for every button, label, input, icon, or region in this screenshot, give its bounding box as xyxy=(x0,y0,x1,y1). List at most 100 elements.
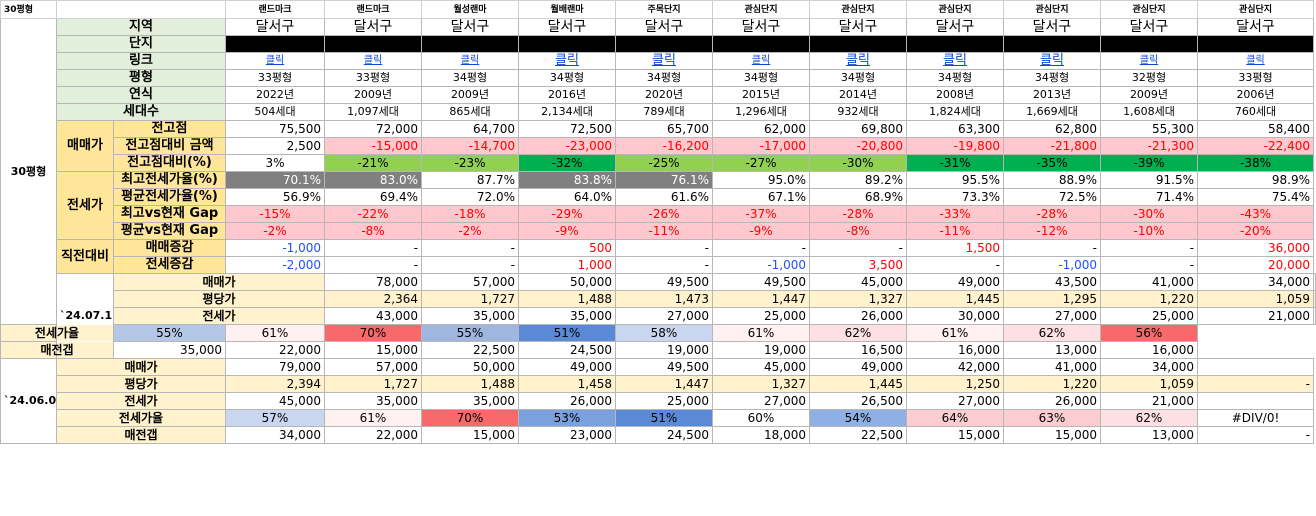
jeonse-chg-cell: -1,000 xyxy=(1003,256,1101,274)
peak-diff-amt-cell: -21,300 xyxy=(1100,137,1198,155)
row-label-link: 링크 xyxy=(56,52,226,70)
jeonse-chg-cell: - xyxy=(906,256,1004,274)
period-trade-cell: 49,000 xyxy=(518,358,616,376)
column-header: 관심단지 xyxy=(1100,0,1198,19)
size-cell: 34평형 xyxy=(518,69,616,87)
link-click[interactable]: 클릭 xyxy=(906,52,1004,70)
trade-chg-cell: - xyxy=(324,239,422,257)
peak-diff-amt-cell: -20,800 xyxy=(809,137,907,155)
period-gap-cell: 15,000 xyxy=(1003,426,1101,444)
complex-cell-redacted xyxy=(1197,35,1314,53)
max-gap-cell: -15% xyxy=(225,205,325,223)
peak-cell: 63,300 xyxy=(906,120,1004,138)
row-label-period-jeonse: 전세가 xyxy=(56,392,226,410)
period-jeonse-cell: 35,000 xyxy=(421,307,519,325)
avg-gap-cell: -10% xyxy=(1100,222,1198,240)
units-cell: 932세대 xyxy=(809,103,907,121)
year-cell: 2009년 xyxy=(421,86,519,104)
year-cell: 2022년 xyxy=(225,86,325,104)
period-trade-cell: 42,000 xyxy=(906,358,1004,376)
row-label-peak: 전고점 xyxy=(113,120,226,138)
peak-diff-pct-cell: -27% xyxy=(712,154,810,172)
period-pyeong-cell: 1,220 xyxy=(1100,290,1198,308)
period-pyeong-cell: 1,488 xyxy=(421,375,519,393)
period-pyeong-cell: 1,327 xyxy=(809,290,907,308)
trade-chg-cell: 36,000 xyxy=(1197,239,1314,257)
period-gap-cell: 15,000 xyxy=(421,426,519,444)
complex-cell-redacted xyxy=(906,35,1004,53)
max-gap-cell: -37% xyxy=(712,205,810,223)
trade-chg-cell: - xyxy=(1003,239,1101,257)
year-cell: 2013년 xyxy=(1003,86,1101,104)
region-cell: 달서구 xyxy=(712,18,810,36)
column-header: 랜드마크 xyxy=(225,0,325,19)
period-gap-cell: 16,500 xyxy=(809,341,907,359)
period-jeonse-cell: 30,000 xyxy=(906,307,1004,325)
peak-cell: 69,800 xyxy=(809,120,907,138)
link-click[interactable]: 클릭 xyxy=(1197,52,1314,70)
column-header: 월배랜마 xyxy=(518,0,616,19)
units-cell: 1,608세대 xyxy=(1100,103,1198,121)
period-pyeong-cell: 1,059 xyxy=(1100,375,1198,393)
region-cell: 달서구 xyxy=(1197,18,1314,36)
period-rate-cell: 53% xyxy=(518,409,616,427)
corner-label: 30평형 xyxy=(0,0,57,19)
period-trade-cell: 78,000 xyxy=(324,273,422,291)
row-label-peak-diff-amt: 전고점대비 금액 xyxy=(113,137,226,155)
period-rate-cell: 63% xyxy=(1003,409,1101,427)
link-click[interactable]: 클릭 xyxy=(809,52,907,70)
avg-gap-cell: -8% xyxy=(324,222,422,240)
peak-diff-amt-cell: -23,000 xyxy=(518,137,616,155)
period-jeonse-cell: 27,000 xyxy=(712,392,810,410)
period-jeonse-cell xyxy=(1197,392,1314,410)
period-trade-cell: 57,000 xyxy=(324,358,422,376)
link-click[interactable]: 클릭 xyxy=(421,52,519,70)
period-trade-cell: 49,500 xyxy=(615,358,713,376)
link-click[interactable]: 클릭 xyxy=(1100,52,1198,70)
period-jeonse-cell: 25,000 xyxy=(712,307,810,325)
peak-cell: 62,800 xyxy=(1003,120,1101,138)
link-click[interactable]: 클릭 xyxy=(712,52,810,70)
period-jeonse-cell: 35,000 xyxy=(518,307,616,325)
period-gap-cell: 24,500 xyxy=(518,341,616,359)
link-click[interactable]: 클릭 xyxy=(518,52,616,70)
units-cell: 1,669세대 xyxy=(1003,103,1101,121)
row-label-period-pyeong: 평당가 xyxy=(56,375,226,393)
avg-rate-cell: 73.3% xyxy=(906,188,1004,206)
jeonse-chg-cell: - xyxy=(421,256,519,274)
period-pyeong-cell: 1,445 xyxy=(809,375,907,393)
row-label-peak-diff-pct: 전고점대비(%) xyxy=(113,154,226,172)
jeonse-chg-cell: -2,000 xyxy=(225,256,325,274)
row-label-units: 세대수 xyxy=(56,103,226,121)
year-cell: 2016년 xyxy=(518,86,616,104)
jeonse-chg-cell: 20,000 xyxy=(1197,256,1314,274)
complex-cell-redacted xyxy=(1003,35,1101,53)
period-jeonse-cell: 26,000 xyxy=(809,307,907,325)
period-gap-cell: - xyxy=(1197,426,1314,444)
trade-chg-cell: - xyxy=(809,239,907,257)
complex-cell-redacted xyxy=(809,35,907,53)
jeonse-chg-cell: 1,000 xyxy=(518,256,616,274)
link-click[interactable]: 클릭 xyxy=(615,52,713,70)
period-gap-cell: 13,000 xyxy=(1100,426,1198,444)
complex-cell-redacted xyxy=(1100,35,1198,53)
row-label-size: 평형 xyxy=(56,69,226,87)
link-click[interactable]: 클릭 xyxy=(1003,52,1101,70)
link-click[interactable]: 클릭 xyxy=(324,52,422,70)
peak-diff-pct-cell: 3% xyxy=(225,154,325,172)
avg-gap-cell: -8% xyxy=(809,222,907,240)
period-rate-cell: 62% xyxy=(1100,409,1198,427)
section-label-jeonse: 전세가 xyxy=(56,171,114,240)
section-label-recent: 직전대비 xyxy=(56,239,114,274)
period-trade-cell: 49,500 xyxy=(712,273,810,291)
period-pyeong-cell: 1,447 xyxy=(712,290,810,308)
year-cell: 2006년 xyxy=(1197,86,1314,104)
year-cell: 2009년 xyxy=(324,86,422,104)
period-rate-cell: 62% xyxy=(809,324,907,342)
max-rate-cell: 95.0% xyxy=(712,171,810,189)
period-gap-cell: 18,000 xyxy=(712,426,810,444)
period-rate-cell: 54% xyxy=(809,409,907,427)
trade-chg-cell: - xyxy=(615,239,713,257)
link-click[interactable]: 클릭 xyxy=(225,52,325,70)
size-cell: 34평형 xyxy=(615,69,713,87)
